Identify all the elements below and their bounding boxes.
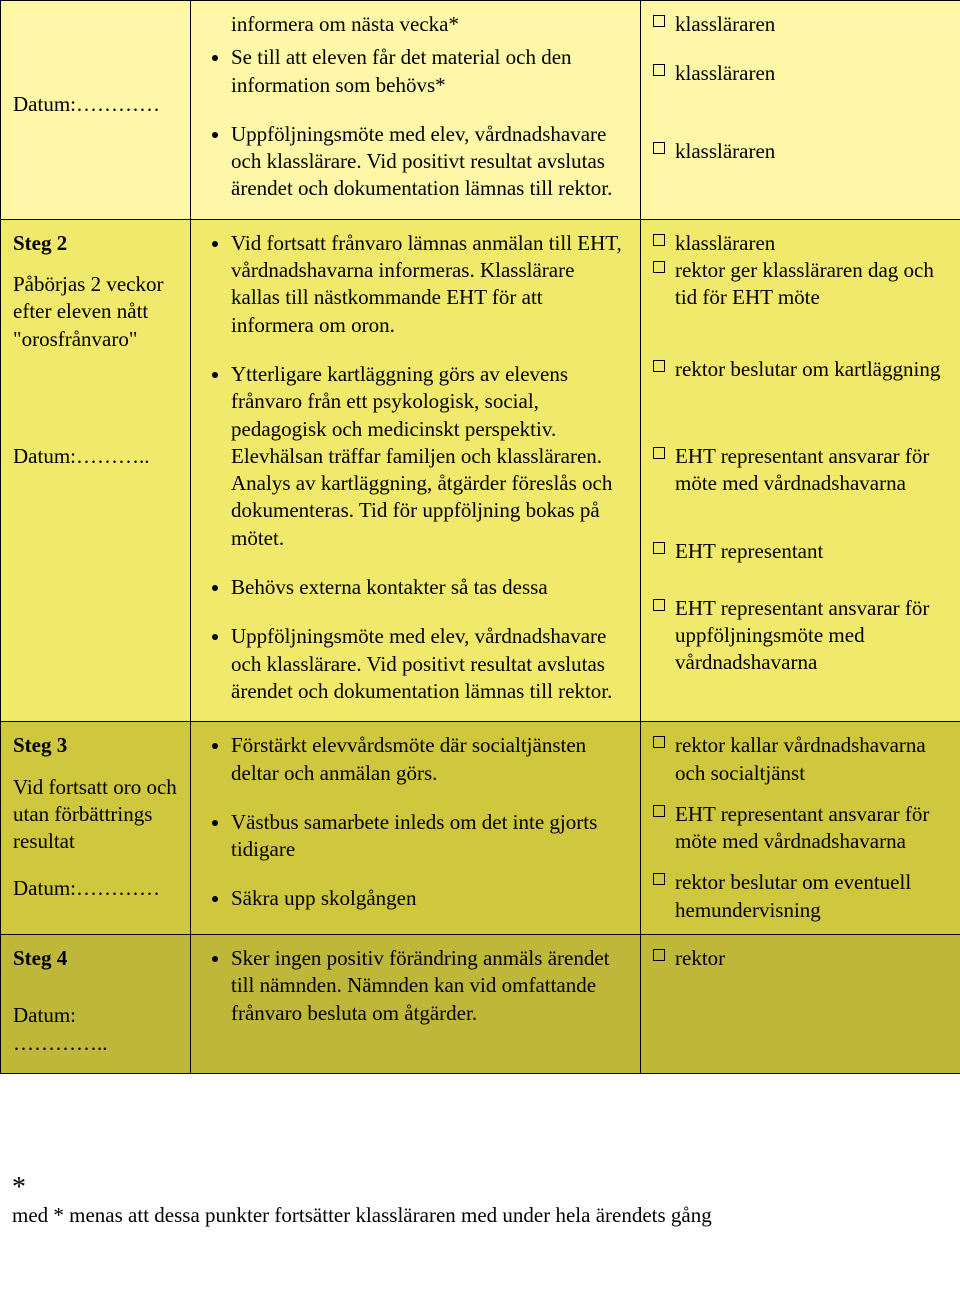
check-item: EHT representant [653,538,948,565]
checkbox-icon [653,234,665,246]
check-item: rektor ger klassläraren dag och tid för … [653,257,948,312]
checkbox-icon [653,261,665,273]
checkbox-icon [653,949,665,961]
footnote-text: med * menas att dessa punkter fortsätter… [12,1202,948,1229]
checkbox-list: rektor [653,945,948,972]
check-item: EHT representant ansvarar för uppföljnin… [653,595,948,677]
list-item: Ytterligare kartläggning görs av elevens… [231,361,628,552]
cell-middle: Förstärkt elevvårdsmöte där socialtjänst… [191,722,641,935]
datum-label: Datum:………… [13,875,178,902]
cell-middle: Vid fortsatt frånvaro lämnas anmälan til… [191,219,641,721]
step-heading: Steg 2 [13,230,178,257]
checkbox-icon [653,599,665,611]
checkbox-icon [653,447,665,459]
checkbox-list: klassläraren rektor ger klassläraren dag… [653,230,948,677]
cell-left: Steg 3 Vid fortsatt oro och utan förbätt… [1,722,191,935]
checkbox-icon [653,142,665,154]
list-item: Uppföljningsmöte med elev, vårdnadshavar… [231,623,628,705]
list-item: Sker ingen positiv förändring anmäls äre… [231,945,628,1027]
cell-middle: Sker ingen positiv förändring anmäls äre… [191,935,641,1074]
list-item: Behövs externa kontakter så tas dessa [231,574,628,601]
table-row: Datum:………… informera om nästa vecka* Se … [1,1,960,220]
process-table: Datum:………… informera om nästa vecka* Se … [0,0,960,1074]
list-item: Uppföljningsmöte med elev, vårdnadshavar… [231,121,628,203]
intro-text: informera om nästa vecka* [203,11,628,38]
check-item: EHT representant ansvarar för möte med v… [653,801,948,856]
datum-dots: ………….. [13,1030,178,1057]
table-row: Steg 3 Vid fortsatt oro och utan förbätt… [1,722,960,935]
cell-middle: informera om nästa vecka* Se till att el… [191,1,641,220]
list-item: Västbus samarbete inleds om det inte gjo… [231,809,628,864]
cell-right: klassläraren rektor ger klassläraren dag… [641,219,960,721]
check-item: EHT representant ansvarar för möte med v… [653,443,948,498]
step-sub: Påbörjas 2 veckor efter eleven nått "oro… [13,271,178,353]
list-item: Se till att eleven får det material och … [231,44,628,99]
checkbox-icon [653,15,665,27]
check-item: rektor beslutar om eventuell hemundervis… [653,869,948,924]
step-heading: Steg 3 [13,732,178,759]
check-item: klassläraren [653,230,948,257]
bullet-list: Se till att eleven får det material och … [203,44,628,202]
checkbox-icon [653,542,665,554]
checkbox-list: klassläraren klassläraren klassläraren [653,11,948,165]
check-item: klassläraren [653,11,948,38]
table-row: Steg 4 Datum: ………….. Sker ingen positiv … [1,935,960,1074]
cell-left: Steg 2 Påbörjas 2 veckor efter eleven nå… [1,219,191,721]
check-item: rektor beslutar om kartläggning [653,356,948,383]
checkbox-icon [653,360,665,372]
datum-label: Datum:………… [13,91,178,118]
checkbox-icon [653,805,665,817]
list-item: Förstärkt elevvårdsmöte där socialtjänst… [231,732,628,787]
check-item: klassläraren [653,138,948,165]
cell-right: rektor kallar vårdnadshavarna och social… [641,722,960,935]
datum-label: Datum: [13,1002,178,1029]
checkbox-icon [653,873,665,885]
cell-left: Steg 4 Datum: ………….. [1,935,191,1074]
check-item: rektor kallar vårdnadshavarna och social… [653,732,948,787]
bullet-list: Vid fortsatt frånvaro lämnas anmälan til… [203,230,628,705]
checkbox-icon [653,64,665,76]
table-row: Steg 2 Påbörjas 2 veckor efter eleven nå… [1,219,960,721]
step-heading: Steg 4 [13,945,178,972]
bullet-list: Sker ingen positiv förändring anmäls äre… [203,945,628,1027]
cell-right: klassläraren klassläraren klassläraren [641,1,960,220]
list-item: Säkra upp skolgången [231,885,628,912]
footnote-star: * [12,1174,948,1202]
footnote: * med * menas att dessa punkter fortsätt… [0,1074,960,1229]
check-item: rektor [653,945,948,972]
step-sub: Vid fortsatt oro och utan förbättrings r… [13,774,178,856]
bullet-list: Förstärkt elevvårdsmöte där socialtjänst… [203,732,628,912]
datum-label: Datum:……….. [13,443,178,470]
checkbox-list: rektor kallar vårdnadshavarna och social… [653,732,948,924]
cell-left: Datum:………… [1,1,191,220]
cell-right: rektor [641,935,960,1074]
check-item: klassläraren [653,60,948,87]
list-item: Vid fortsatt frånvaro lämnas anmälan til… [231,230,628,339]
checkbox-icon [653,736,665,748]
